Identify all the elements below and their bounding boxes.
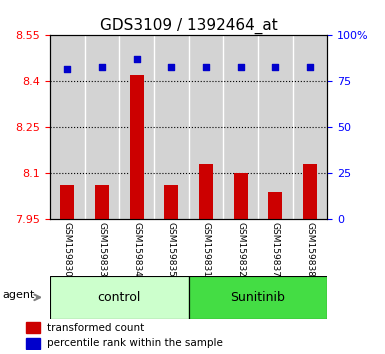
Text: GSM159832: GSM159832 <box>236 222 245 277</box>
Bar <box>60 185 74 219</box>
Text: GSM159833: GSM159833 <box>97 222 107 277</box>
Bar <box>199 164 213 219</box>
Bar <box>50 35 85 219</box>
Bar <box>189 276 327 319</box>
Bar <box>50 276 189 319</box>
Bar <box>234 173 248 219</box>
Bar <box>50 276 189 319</box>
Bar <box>85 35 119 219</box>
Text: GSM159835: GSM159835 <box>167 222 176 277</box>
Text: Sunitinib: Sunitinib <box>231 291 285 304</box>
Bar <box>293 35 327 219</box>
Text: percentile rank within the sample: percentile rank within the sample <box>47 338 223 348</box>
Bar <box>258 35 293 219</box>
Text: agent: agent <box>3 290 35 300</box>
Bar <box>119 35 154 219</box>
Text: GSM159834: GSM159834 <box>132 222 141 277</box>
Bar <box>154 35 189 219</box>
Point <box>203 64 209 69</box>
Title: GDS3109 / 1392464_at: GDS3109 / 1392464_at <box>100 18 278 34</box>
Text: GSM159837: GSM159837 <box>271 222 280 277</box>
Bar <box>268 192 282 219</box>
Point <box>99 64 105 69</box>
Point <box>168 64 174 69</box>
Text: GSM159831: GSM159831 <box>201 222 211 277</box>
Point <box>238 64 244 69</box>
Text: GSM159830: GSM159830 <box>63 222 72 277</box>
Bar <box>189 276 327 319</box>
Bar <box>303 164 317 219</box>
Text: transformed count: transformed count <box>47 322 144 332</box>
Bar <box>26 338 40 349</box>
Bar <box>95 185 109 219</box>
Text: control: control <box>98 291 141 304</box>
Bar <box>223 35 258 219</box>
Text: GSM159838: GSM159838 <box>305 222 315 277</box>
Point <box>307 64 313 69</box>
Bar <box>189 35 223 219</box>
Bar <box>130 75 144 219</box>
Bar <box>26 322 40 333</box>
Point <box>134 57 140 62</box>
Point <box>272 64 278 69</box>
Bar <box>164 185 178 219</box>
Point <box>64 66 70 72</box>
